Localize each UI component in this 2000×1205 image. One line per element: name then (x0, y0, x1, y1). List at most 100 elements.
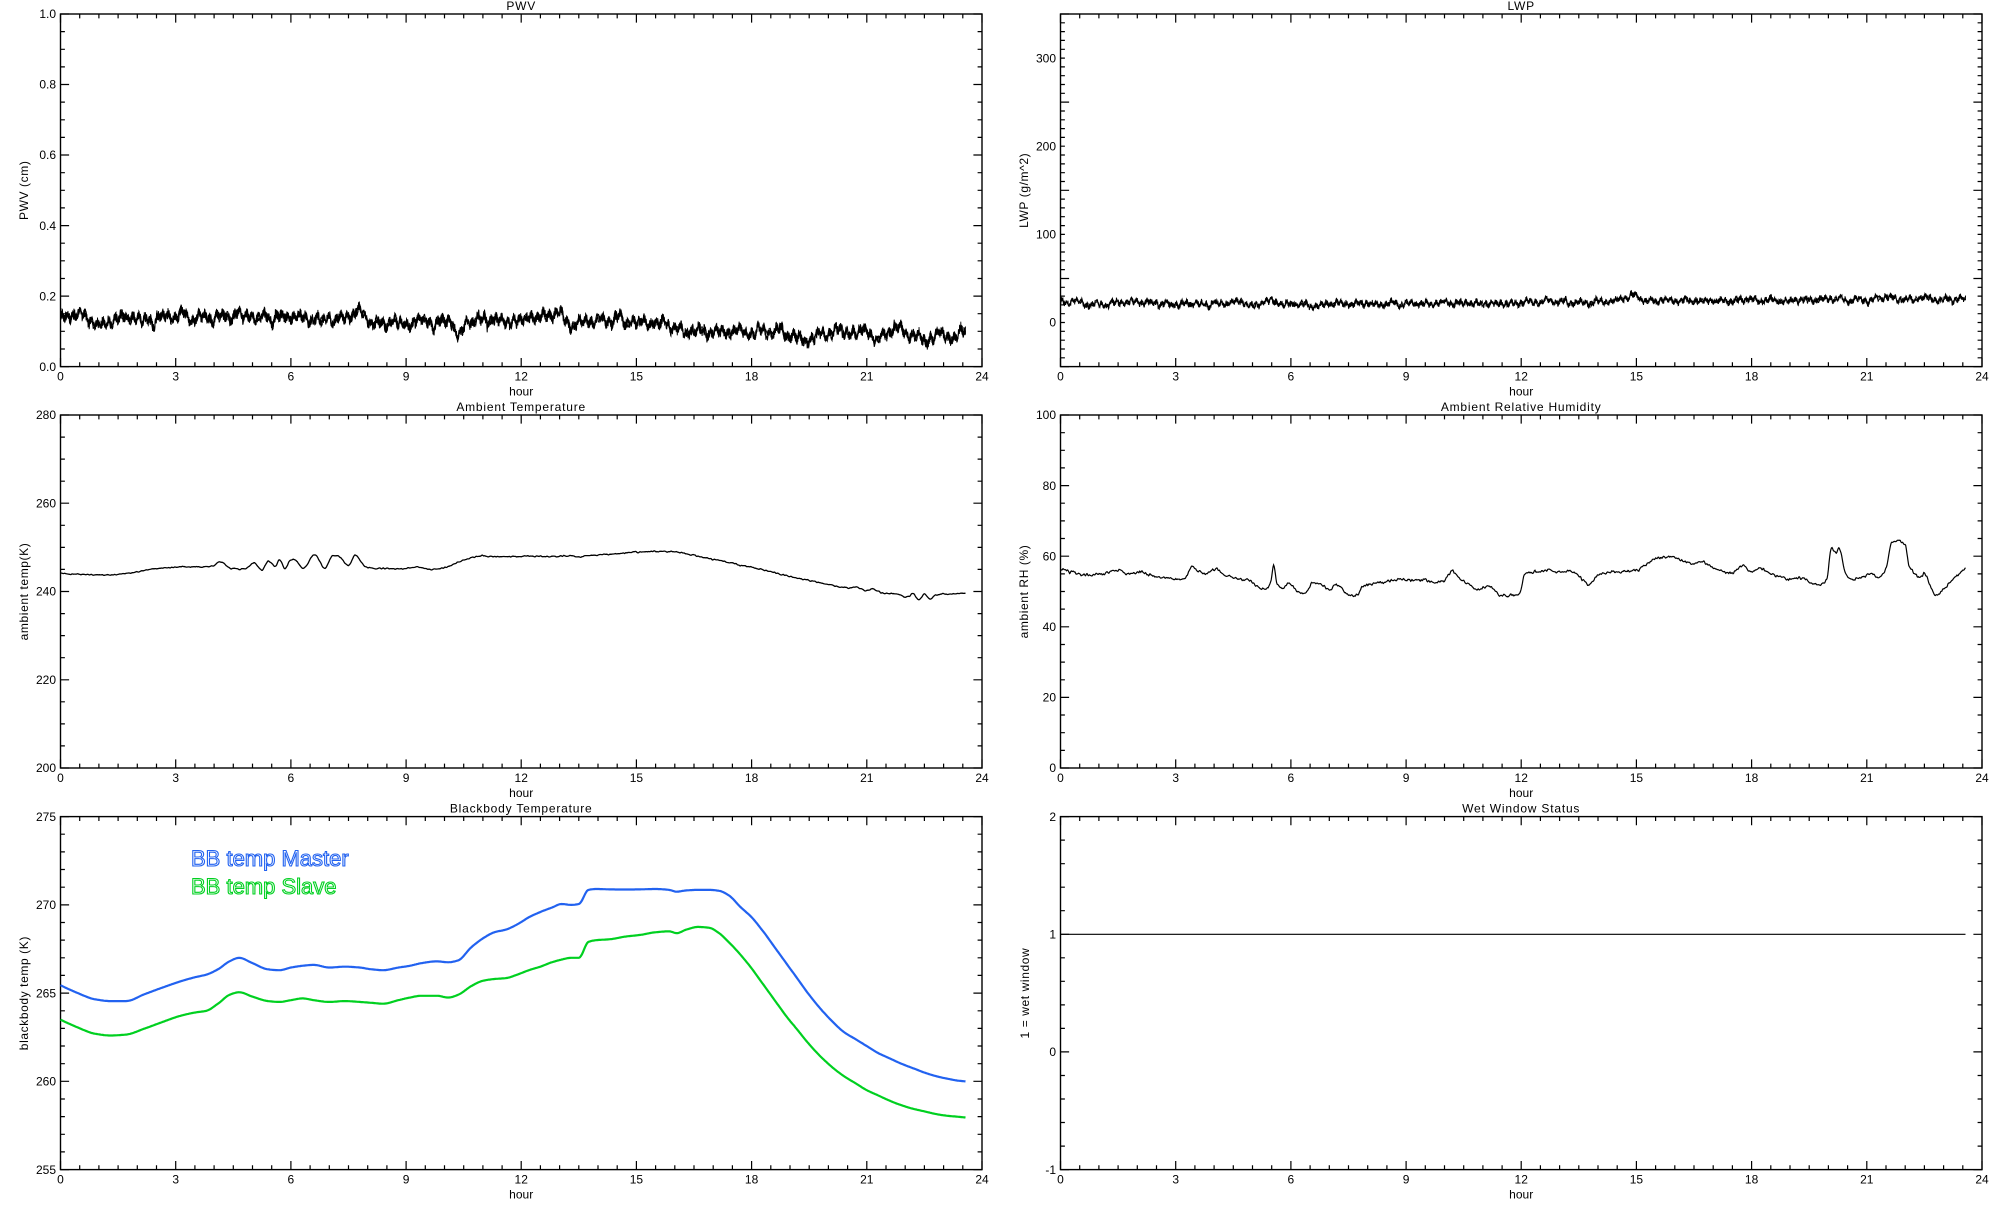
svg-text:15: 15 (630, 370, 644, 384)
svg-text:24: 24 (975, 370, 989, 384)
svg-text:12: 12 (515, 771, 529, 785)
svg-text:6: 6 (288, 1173, 295, 1187)
svg-text:hour: hour (509, 1188, 533, 1200)
svg-text:9: 9 (1403, 1173, 1410, 1187)
svg-text:6: 6 (1288, 370, 1295, 384)
svg-text:0: 0 (57, 771, 64, 785)
svg-text:Wet Window Status: Wet Window Status (1462, 802, 1580, 816)
svg-text:0.8: 0.8 (39, 78, 56, 92)
svg-text:21: 21 (860, 1173, 874, 1187)
svg-text:6: 6 (288, 370, 295, 384)
svg-text:9: 9 (403, 370, 410, 384)
svg-text:6: 6 (1288, 771, 1295, 785)
svg-text:12: 12 (515, 370, 529, 384)
svg-text:24: 24 (1975, 370, 1989, 384)
svg-text:24: 24 (1975, 1173, 1989, 1187)
svg-text:-1: -1 (1045, 1163, 1056, 1177)
svg-text:3: 3 (1172, 1173, 1179, 1187)
svg-text:24: 24 (975, 1173, 989, 1187)
svg-text:3: 3 (172, 771, 179, 785)
svg-text:21: 21 (1860, 1173, 1874, 1187)
svg-text:21: 21 (1860, 370, 1874, 384)
svg-text:0: 0 (57, 370, 64, 384)
svg-text:3: 3 (172, 370, 179, 384)
svg-text:Ambient Temperature: Ambient Temperature (456, 400, 586, 414)
svg-text:hour: hour (1509, 1188, 1533, 1200)
svg-text:300: 300 (1036, 51, 1056, 65)
svg-text:Blackbody Temperature: Blackbody Temperature (450, 802, 593, 816)
svg-text:15: 15 (1630, 370, 1644, 384)
svg-text:100: 100 (1036, 228, 1056, 242)
svg-text:LWP (g/m^2): LWP (g/m^2) (1017, 153, 1031, 228)
svg-text:0.2: 0.2 (39, 289, 56, 303)
svg-text:21: 21 (860, 370, 874, 384)
svg-text:200: 200 (36, 761, 56, 775)
svg-text:BB temp Slave: BB temp Slave (191, 874, 337, 899)
svg-text:12: 12 (1515, 1173, 1529, 1187)
svg-text:PWV: PWV (506, 0, 536, 13)
svg-text:0: 0 (1049, 1045, 1056, 1059)
svg-text:255: 255 (36, 1163, 56, 1177)
svg-text:9: 9 (1403, 370, 1410, 384)
svg-text:9: 9 (403, 771, 410, 785)
svg-text:0: 0 (1057, 370, 1064, 384)
svg-text:12: 12 (1515, 771, 1529, 785)
svg-text:275: 275 (36, 810, 56, 824)
svg-text:18: 18 (1745, 370, 1759, 384)
svg-text:265: 265 (36, 986, 56, 1000)
svg-text:1 = wet window: 1 = wet window (1018, 948, 1032, 1039)
svg-text:260: 260 (36, 1075, 56, 1089)
svg-text:260: 260 (36, 496, 56, 510)
svg-text:60: 60 (1043, 549, 1057, 563)
svg-text:15: 15 (630, 1173, 644, 1187)
svg-text:hour: hour (509, 786, 533, 800)
svg-text:0: 0 (1057, 1173, 1064, 1187)
svg-text:ambient RH (%): ambient RH (%) (1017, 545, 1031, 639)
svg-text:15: 15 (630, 771, 644, 785)
svg-text:18: 18 (745, 771, 759, 785)
svg-text:PWV (cm): PWV (cm) (17, 161, 31, 220)
svg-text:LWP: LWP (1507, 0, 1535, 13)
svg-text:21: 21 (1860, 771, 1874, 785)
svg-text:40: 40 (1043, 620, 1057, 634)
svg-text:3: 3 (1172, 771, 1179, 785)
svg-text:18: 18 (745, 370, 759, 384)
svg-text:12: 12 (1515, 370, 1529, 384)
svg-text:ambient temp(K): ambient temp(K) (17, 543, 31, 641)
svg-text:24: 24 (975, 771, 989, 785)
svg-text:0: 0 (1049, 316, 1056, 330)
svg-text:blackbody temp (K): blackbody temp (K) (17, 936, 31, 1050)
svg-text:100: 100 (1036, 408, 1056, 422)
svg-text:15: 15 (1630, 771, 1644, 785)
svg-text:220: 220 (36, 673, 56, 687)
svg-text:3: 3 (1172, 370, 1179, 384)
svg-text:15: 15 (1630, 1173, 1644, 1187)
svg-text:BB temp Master: BB temp Master (191, 846, 349, 871)
svg-text:0.0: 0.0 (39, 360, 56, 374)
svg-text:1.0: 1.0 (39, 7, 56, 21)
svg-text:21: 21 (860, 771, 874, 785)
svg-text:hour: hour (509, 385, 533, 399)
svg-text:2: 2 (1049, 810, 1056, 824)
svg-text:0.6: 0.6 (39, 148, 56, 162)
svg-text:200: 200 (1036, 139, 1056, 153)
svg-text:9: 9 (1403, 771, 1410, 785)
svg-text:Ambient Relative Humidity: Ambient Relative Humidity (1441, 400, 1602, 414)
svg-text:18: 18 (1745, 771, 1759, 785)
svg-text:0.4: 0.4 (39, 219, 56, 233)
svg-text:6: 6 (288, 771, 295, 785)
svg-text:270: 270 (36, 898, 56, 912)
svg-text:0: 0 (1057, 771, 1064, 785)
svg-text:6: 6 (1288, 1173, 1295, 1187)
svg-text:0: 0 (57, 1173, 64, 1187)
svg-text:9: 9 (403, 1173, 410, 1187)
svg-text:hour: hour (1509, 786, 1533, 800)
svg-text:18: 18 (745, 1173, 759, 1187)
svg-text:24: 24 (1975, 771, 1989, 785)
svg-text:20: 20 (1043, 691, 1057, 705)
svg-text:3: 3 (172, 1173, 179, 1187)
svg-text:18: 18 (1745, 1173, 1759, 1187)
svg-text:1: 1 (1049, 928, 1056, 942)
svg-text:280: 280 (36, 408, 56, 422)
svg-text:240: 240 (36, 585, 56, 599)
